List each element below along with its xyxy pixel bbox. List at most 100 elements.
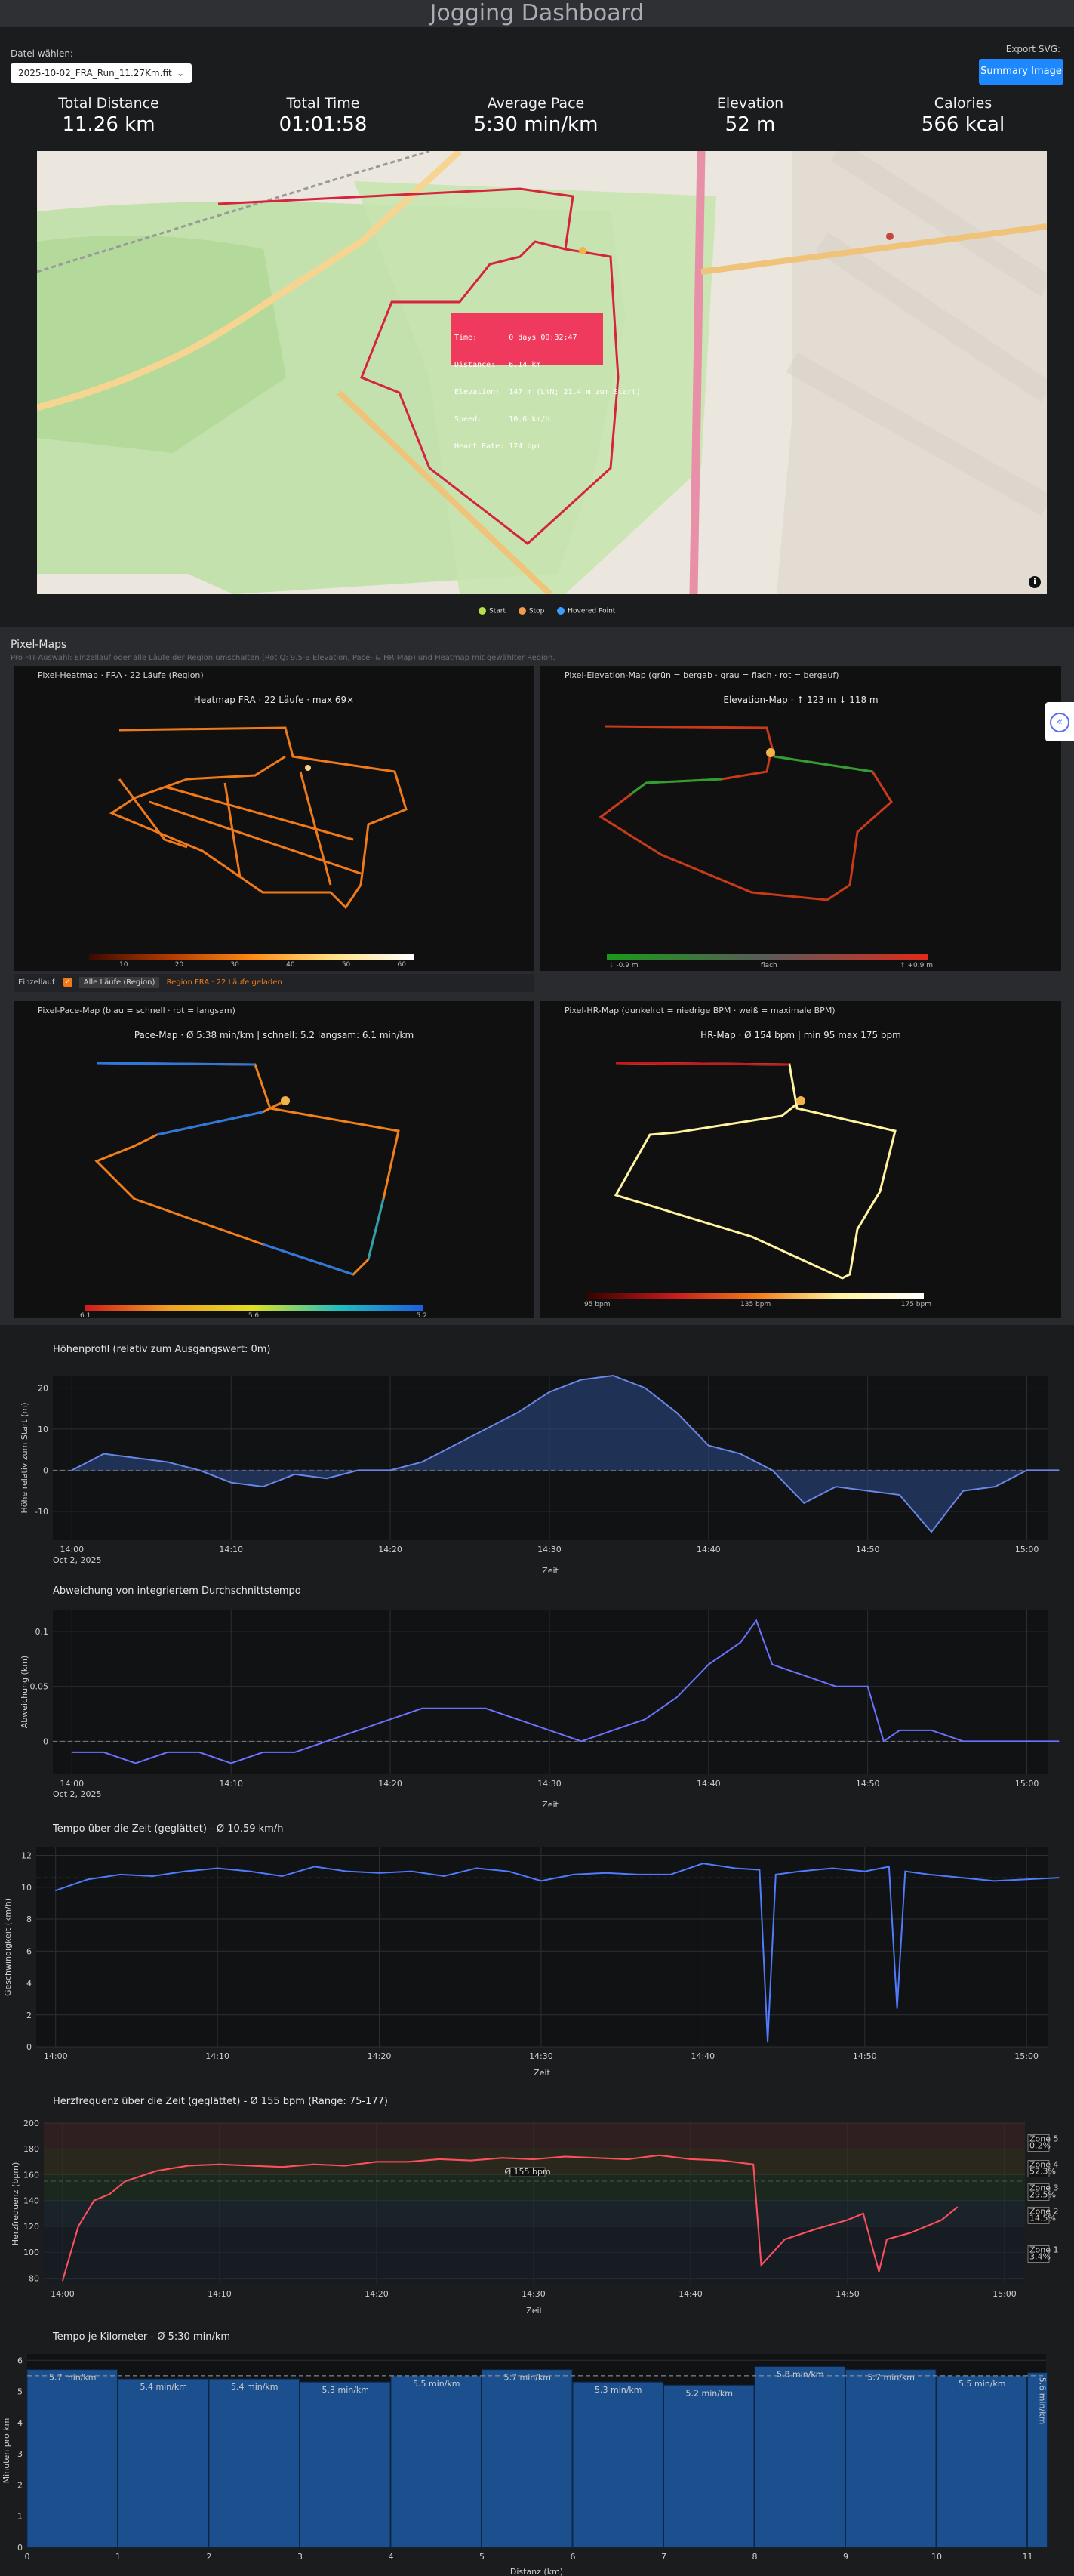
- elevation-colorbar: [607, 954, 928, 960]
- start-marker-icon: [479, 607, 486, 615]
- colorbar-tick: 30: [230, 961, 239, 969]
- y-tick-label: 2: [26, 2011, 32, 2020]
- y-tick-label: 200: [23, 2118, 39, 2128]
- y-tick-label: 20: [38, 1383, 48, 1393]
- data-point: [508, 1870, 509, 1872]
- data-point: [962, 1740, 965, 1742]
- data-point: [899, 1494, 900, 1496]
- data-point: [675, 1696, 678, 1699]
- x-tick-label: 14:30: [522, 2289, 546, 2299]
- data-point: [580, 1379, 582, 1381]
- deviation-chart-title: Abweichung von integriertem Durchschnitt…: [53, 1585, 301, 1597]
- y-tick-label: 8: [26, 1915, 32, 1924]
- tooltip-line: Speed: 10.6 km/h: [454, 415, 550, 424]
- route-map[interactable]: Time: 0 days 00:32:47 Distance: 6.14 km …: [37, 151, 1047, 594]
- x-tick-label: 14:10: [219, 1545, 243, 1555]
- toggle-all-label[interactable]: Alle Läufe (Region): [78, 977, 160, 988]
- hr-zone-label-box: [1027, 2245, 1050, 2263]
- x-axis-label: Zeit: [542, 1800, 559, 1810]
- tooltip-line: Heart Rate: 174 bpm: [454, 442, 541, 451]
- x-tick-label: 14:30: [537, 1779, 562, 1789]
- file-select-label: Datei wählen:: [11, 48, 73, 59]
- y-tick-label: 4: [17, 2418, 23, 2428]
- colorbar-tick: 20: [174, 961, 184, 969]
- heart-rate-chart[interactable]: 200 180 160 140 120 100 80 14:00 14:10 14:20 14:30…: [0, 2111, 1074, 2337]
- hr-zone-label-box: [1027, 2134, 1050, 2152]
- elevation-colorbar-ticks: ↓ -0.9 m flach ↑ +0.9 m: [608, 962, 933, 969]
- speed-chart[interactable]: 12 10 8 6 4 2 0 14:00 14:10 14:20 14:30 14:40 14:50 1…: [0, 1838, 1074, 2091]
- hr-zone-label-box: [1027, 2206, 1050, 2224]
- x-tick-label: 2: [207, 2552, 212, 2562]
- x-tick-label: 14:00: [51, 2289, 75, 2299]
- hovered-point-icon: [557, 607, 565, 615]
- hr-zone-band: [44, 2174, 1025, 2201]
- data-point: [421, 1461, 423, 1463]
- data-point: [612, 1375, 614, 1376]
- pace-per-km-chart-title: Tempo je Kilometer - Ø 5:30 min/km: [53, 2331, 231, 2343]
- data-point: [1026, 1740, 1028, 1742]
- x-tick-label: 14:00: [44, 2051, 68, 2061]
- bar-data-label: 5.7 min/km: [503, 2373, 551, 2383]
- data-point: [866, 1490, 869, 1492]
- tooltip-line: Elevation: 147 m (LNN; 21.4 m zum Start): [454, 388, 641, 396]
- data-point: [755, 1619, 757, 1622]
- y-axis-label: Minuten pro km: [2, 2418, 11, 2484]
- pace-bar: [118, 2378, 209, 2548]
- pace-bar: [300, 2381, 391, 2548]
- bar-data-label: 5.5 min/km: [413, 2379, 460, 2389]
- x-tick-label: 15:00: [992, 2289, 1017, 2299]
- x-tick-label: 14:20: [378, 1545, 402, 1555]
- data-point: [249, 1870, 251, 1872]
- data-point: [71, 1469, 73, 1471]
- data-point: [1057, 1469, 1060, 1471]
- pace-bar: [936, 2375, 1027, 2548]
- kpi-elevation: Elevation 52 m: [652, 95, 848, 136]
- hr-zone-pct: 0.2%: [1029, 2140, 1051, 2150]
- data-point: [740, 1641, 741, 1644]
- colorbar-tick: ↓ -0.9 m: [608, 962, 639, 969]
- data-point: [835, 1486, 837, 1487]
- data-point: [198, 1469, 200, 1471]
- data-point: [549, 1730, 550, 1731]
- x-tick-label: 8: [752, 2552, 758, 2562]
- data-point: [294, 1474, 296, 1475]
- y-tick-label: 80: [29, 2273, 39, 2283]
- collapse-panel-button[interactable]: «: [1045, 702, 1074, 741]
- pace-deviation-chart[interactable]: 0.1 0.05 0 14:00 14:10 14:20 14:30 14:40 14:50 15…: [0, 1601, 1074, 1827]
- y-tick-label: -10: [35, 1507, 48, 1517]
- elevation-profile-chart[interactable]: 20 10 0 -10 14:00 14:10 14:20 14:30 14:40 14:50 15…: [0, 1359, 1074, 1578]
- y-tick-label: 4: [26, 1979, 32, 1989]
- pace-bar: [845, 2369, 937, 2548]
- data-point: [294, 1752, 296, 1753]
- x-tick-label: 14:00: [60, 1545, 84, 1555]
- data-point: [389, 1469, 391, 1471]
- file-select[interactable]: 2025-10-02_FRA_Run_11.27Km.fit ⌄: [11, 63, 192, 83]
- map-tooltip: Time: 0 days 00:32:47 Distance: 6.14 km …: [451, 313, 641, 451]
- kpi-label: Total Distance: [58, 95, 159, 112]
- pace-bar: [1027, 2372, 1048, 2548]
- pace-bar: [390, 2375, 482, 2548]
- x-tick-label: 14:50: [856, 1779, 880, 1789]
- plot-area: [53, 1610, 1048, 1774]
- data-point: [771, 1663, 773, 1665]
- info-icon[interactable]: i: [1029, 576, 1041, 588]
- summary-image-button[interactable]: Summary Image: [979, 59, 1063, 85]
- toggle-switch[interactable]: ✓: [63, 978, 72, 987]
- colorbar-tick: 40: [286, 961, 295, 969]
- pace-map-panel-title: Pixel-Pace-Map (blau = schnell · rot = l…: [38, 1006, 235, 1015]
- heatmap-panel-title: Pixel-Heatmap · FRA · 22 Läufe (Region): [38, 670, 204, 680]
- bar-data-label: 5.7 min/km: [49, 2373, 97, 2383]
- data-point: [167, 1461, 168, 1463]
- x-date-label: Oct 2, 2025: [53, 1555, 102, 1565]
- data-point: [832, 1867, 833, 1869]
- pace-colorbar-ticks: 6.1 5.6 5.2: [80, 1312, 427, 1320]
- data-point: [1057, 1740, 1060, 1742]
- data-point: [325, 1740, 328, 1742]
- bar-data-label: 5.5 min/km: [959, 2379, 1006, 2389]
- data-point: [346, 1870, 348, 1872]
- x-tick-label: 14:20: [365, 2289, 389, 2299]
- data-point: [453, 1444, 455, 1447]
- colorbar-tick: flach: [760, 962, 777, 969]
- elevation-chart-title: Höhenprofil (relativ zum Ausgangswert: 0…: [53, 1344, 271, 1355]
